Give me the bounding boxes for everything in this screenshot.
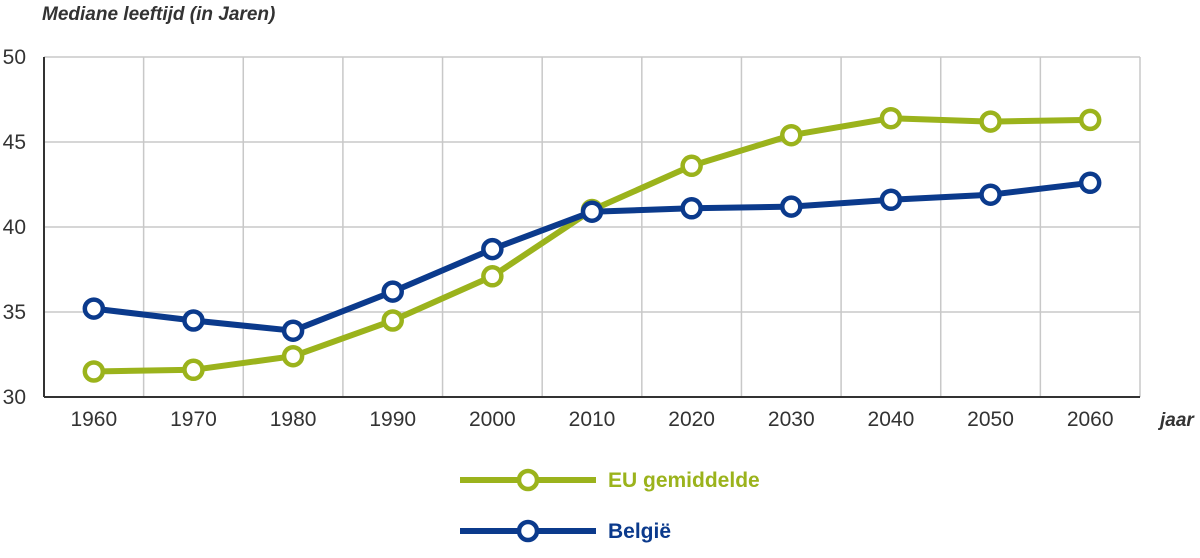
y-tick-labels: 30 35 40 45 50	[3, 46, 26, 409]
y-tick-label: 50	[3, 46, 26, 69]
x-tick-label: 1980	[270, 408, 317, 431]
legend-swatch-marker	[516, 519, 540, 543]
data-point	[182, 309, 205, 332]
data-point	[780, 123, 803, 147]
x-tick-label: 1990	[369, 408, 416, 431]
data-point	[381, 280, 404, 303]
data-point	[481, 237, 504, 261]
data-point	[82, 360, 106, 383]
series-1	[82, 171, 1102, 342]
x-tick-label: 2020	[668, 408, 715, 431]
x-tick-label: 2050	[967, 408, 1014, 431]
legend-swatch-marker	[516, 468, 540, 492]
legend: EU gemiddelde België	[460, 468, 760, 543]
y-tick-label: 40	[3, 216, 26, 239]
y-tick-label: 45	[3, 131, 26, 154]
data-point	[680, 197, 703, 220]
legend-item: België	[460, 519, 671, 543]
data-point	[481, 265, 504, 288]
y-tick-label: 30	[3, 386, 26, 409]
y-tick-label: 35	[3, 301, 26, 324]
x-tick-labels: 1960 1970 1980 1990 2000 2010 2020 2030 2040 2050…	[70, 408, 1113, 431]
series-group	[82, 106, 1102, 383]
data-point	[1078, 171, 1102, 195]
x-tick-label: 2060	[1067, 408, 1114, 431]
x-tick-label: 1970	[170, 408, 217, 431]
x-axis-title: jaar	[1157, 410, 1195, 431]
data-point	[281, 319, 305, 342]
data-point	[879, 188, 903, 212]
data-point	[879, 106, 903, 130]
data-point	[1078, 108, 1102, 132]
grid	[43, 56, 1141, 398]
x-tick-label: 1960	[70, 408, 117, 431]
x-tick-label: 2040	[868, 408, 915, 431]
data-point	[680, 154, 703, 178]
data-point	[780, 195, 803, 218]
data-point	[281, 344, 305, 368]
y-axis-title: Mediane leeftijd (in Jaren)	[42, 4, 275, 25]
series-0	[82, 106, 1102, 383]
data-point	[381, 309, 404, 332]
x-tick-label: 2010	[569, 408, 616, 431]
legend-label: EU gemiddelde	[608, 469, 760, 492]
data-point	[82, 297, 106, 320]
x-tick-label: 2030	[768, 408, 815, 431]
data-point	[580, 200, 604, 223]
x-tick-label: 2000	[469, 408, 516, 431]
data-point	[182, 358, 205, 382]
data-point	[979, 110, 1002, 133]
legend-item: EU gemiddelde	[460, 468, 760, 492]
data-point	[979, 183, 1002, 206]
legend-label: België	[608, 520, 671, 543]
